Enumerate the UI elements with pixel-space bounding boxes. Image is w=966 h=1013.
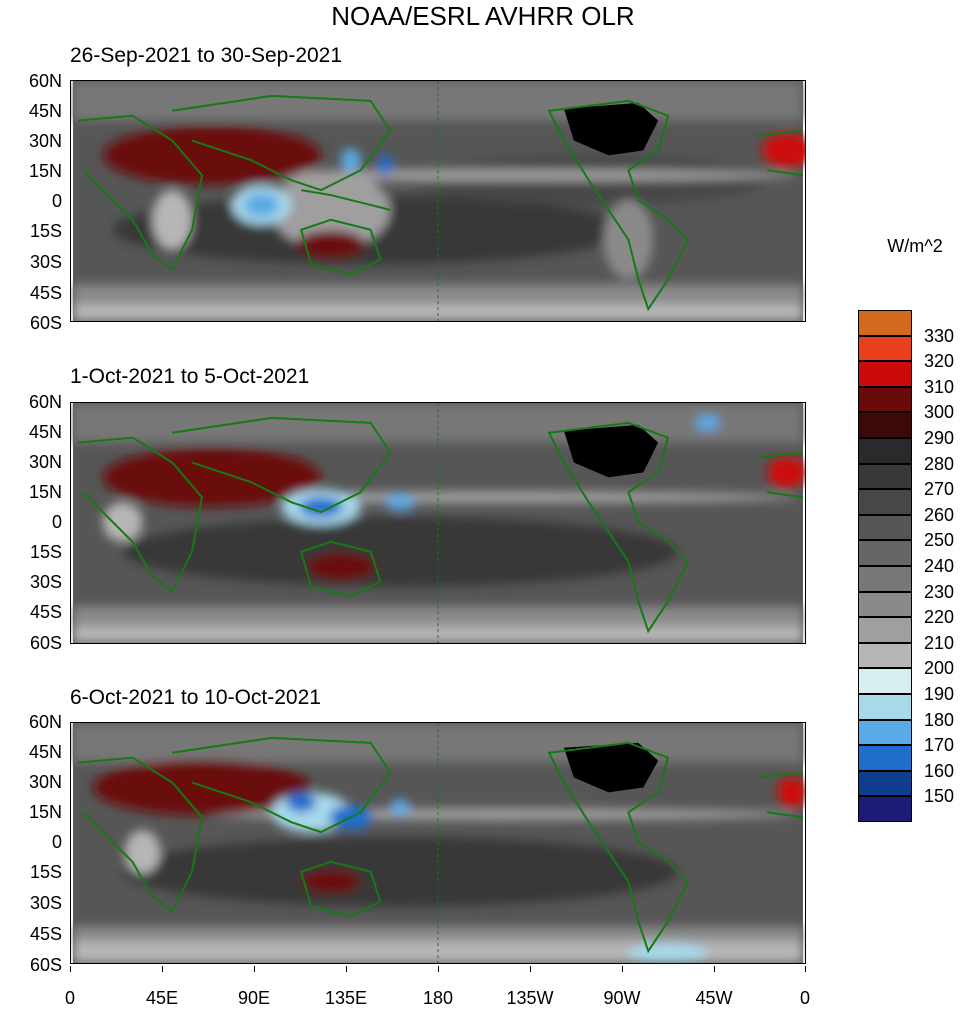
colorbar-label: 180	[924, 709, 955, 730]
colorbar-swatch	[858, 566, 912, 592]
lon-tick	[805, 966, 806, 972]
lat-label: 0	[51, 512, 62, 532]
lat-label: 0	[51, 191, 62, 211]
colorbar-swatch	[858, 745, 912, 771]
colorbar-label: 330	[924, 325, 955, 346]
lon-label: 135E	[324, 988, 368, 1008]
colorbar-label: 210	[924, 632, 955, 653]
lon-tick	[254, 966, 255, 972]
colorbar-label: 220	[924, 607, 955, 628]
lon-tick	[70, 966, 71, 972]
lat-label: 30N	[28, 452, 62, 472]
colorbar-label: 310	[924, 376, 955, 397]
lon-label: 90W	[603, 988, 641, 1008]
lat-label: 45S	[29, 924, 62, 944]
colorbar-swatch	[858, 796, 912, 822]
colorbar-swatch	[858, 668, 912, 694]
lon-label: 180	[422, 988, 454, 1008]
lat-label: 45S	[29, 283, 62, 303]
colorbar-label: 250	[924, 530, 955, 551]
colorbar-swatch	[858, 361, 912, 387]
colorbar-label: 160	[924, 760, 955, 781]
colorbar-label: 170	[924, 735, 955, 756]
colorbar-swatch	[858, 642, 912, 669]
colorbar-label: 300	[924, 402, 955, 423]
colorbar-swatch	[858, 514, 912, 541]
lon-tick	[438, 966, 439, 972]
panel-2-title: 1-Oct-2021 to 5-Oct-2021	[70, 365, 310, 388]
lat-label: 45N	[28, 742, 62, 762]
colorbar-label: 290	[924, 428, 955, 448]
colorbar-swatch	[858, 719, 912, 746]
lon-label: 0	[799, 988, 810, 1008]
colorbar-label: 190	[924, 684, 955, 704]
olr-map-panel-1	[70, 80, 806, 322]
colorbar-swatch	[858, 412, 912, 438]
lon-label: 45E	[145, 988, 179, 1008]
lat-label: 15N	[28, 161, 62, 181]
lon-tick	[346, 966, 347, 972]
colorbar-swatch	[858, 617, 912, 643]
lon-label: 45W	[695, 988, 733, 1008]
lon-tick	[530, 966, 531, 972]
lat-label: 30S	[29, 252, 62, 272]
lat-label: 15S	[29, 221, 62, 241]
olr-map-panel-2	[70, 402, 806, 644]
colorbar-swatch	[858, 335, 912, 362]
lon-label: 135W	[506, 988, 554, 1008]
colorbar-swatch	[858, 694, 912, 720]
figure-title: NOAA/ESRL AVHRR OLR	[331, 1, 635, 31]
colorbar-swatch	[858, 310, 912, 336]
lat-label: 30S	[29, 893, 62, 913]
colorbar-units-label: W/m^2	[887, 236, 943, 256]
lat-label: 45N	[28, 101, 62, 121]
lat-label: 60S	[29, 955, 62, 975]
lat-label: 15N	[28, 482, 62, 502]
lat-label: 30N	[28, 772, 62, 792]
lon-label: 0	[64, 988, 75, 1008]
lat-label: 60N	[28, 392, 62, 412]
colorbar-label: 320	[924, 351, 955, 372]
lat-label: 60N	[28, 71, 62, 91]
lon-tick	[622, 966, 623, 972]
lat-label: 60N	[28, 712, 62, 732]
colorbar-swatch	[858, 386, 912, 413]
lat-label: 60S	[29, 633, 62, 653]
colorbar-label: 280	[924, 453, 955, 474]
colorbar-label: 230	[924, 581, 955, 602]
lat-label: 15S	[29, 862, 62, 882]
colorbar-label: 240	[924, 556, 955, 576]
colorbar-label: 150	[924, 786, 955, 807]
lat-label: 15S	[29, 542, 62, 562]
colorbar-swatch	[858, 540, 912, 566]
colorbar-label: 270	[924, 479, 955, 500]
colorbar-swatch	[858, 463, 912, 490]
lat-label: 60S	[29, 313, 62, 333]
olr-map-panel-3	[70, 722, 806, 964]
lat-label: 30N	[28, 131, 62, 151]
panel-1-title: 26-Sep-2021 to 30-Sep-2021	[70, 44, 343, 67]
lon-tick	[714, 966, 715, 972]
colorbar-swatch	[858, 489, 912, 515]
panel-3-title: 6-Oct-2021 to 10-Oct-2021	[70, 686, 321, 709]
colorbar-label: 200	[924, 658, 955, 679]
lat-label: 0	[51, 832, 62, 852]
lon-label: 90E	[237, 988, 271, 1008]
lon-tick	[162, 966, 163, 972]
colorbar-swatch	[858, 770, 912, 797]
lat-label: 15N	[28, 802, 62, 822]
lat-label: 45N	[28, 422, 62, 442]
colorbar-swatch	[858, 591, 912, 618]
lat-label: 45S	[29, 602, 62, 622]
colorbar-swatch	[858, 438, 912, 464]
lat-label: 30S	[29, 572, 62, 592]
colorbar-label: 260	[924, 504, 955, 525]
